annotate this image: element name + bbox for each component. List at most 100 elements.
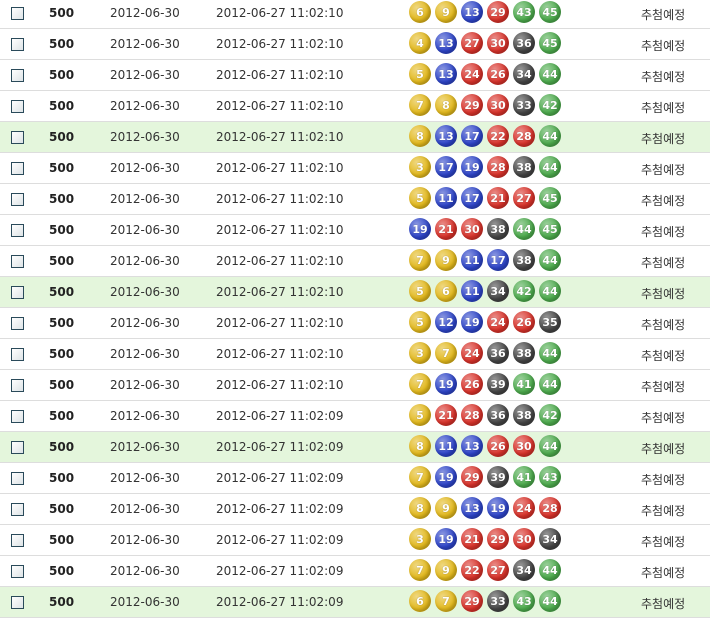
lotto-ball: 27 [461,32,483,54]
lotto-ball: 8 [409,435,431,457]
row-checkbox[interactable] [11,69,24,82]
lotto-numbers: 8 9 13 19 24 28 [409,497,561,519]
lotto-ball: 44 [539,249,561,271]
lotto-ball: 21 [487,187,509,209]
status-text: 추첨예정 [641,8,686,22]
lotto-numbers: 5 21 28 36 38 42 [409,404,561,426]
lotto-ball: 17 [461,125,483,147]
round-number: 500 [49,502,75,516]
lotto-ball: 11 [461,249,483,271]
registered-time: 2012-06-27 11:02:09 [216,471,344,485]
table-row: 500 2012-06-30 2012-06-27 11:02:09 8 11 13… [0,432,710,463]
lotto-ball: 6 [409,590,431,612]
lotto-ball: 44 [539,156,561,178]
draw-date: 2012-06-30 [110,409,180,423]
status-text: 추첨예정 [641,411,686,425]
lotto-ball: 8 [435,94,457,116]
draw-date: 2012-06-30 [110,347,180,361]
round-number: 500 [49,347,75,361]
round-number: 500 [49,316,75,330]
lotto-ball: 8 [409,125,431,147]
draw-date: 2012-06-30 [110,37,180,51]
row-checkbox[interactable] [11,100,24,113]
row-checkbox[interactable] [11,441,24,454]
row-checkbox[interactable] [11,224,24,237]
lotto-ball: 44 [539,342,561,364]
lotto-ball: 21 [435,404,457,426]
row-checkbox[interactable] [11,7,24,20]
row-checkbox[interactable] [11,255,24,268]
table-row: 500 2012-06-30 2012-06-27 11:02:10 5 6 11 3… [0,277,710,308]
row-checkbox[interactable] [11,410,24,423]
lotto-ball: 35 [539,311,561,333]
round-number: 500 [49,37,75,51]
round-number: 500 [49,6,75,20]
row-checkbox[interactable] [11,472,24,485]
lotto-ball: 39 [487,466,509,488]
lotto-ball: 13 [435,63,457,85]
lotto-numbers: 5 11 17 21 27 45 [409,187,561,209]
row-checkbox[interactable] [11,348,24,361]
table-row: 500 2012-06-30 2012-06-27 11:02:10 3 7 24 3… [0,339,710,370]
table-row: 500 2012-06-30 2012-06-27 11:02:10 4 13 27… [0,29,710,60]
lotto-ball: 9 [435,1,457,23]
row-checkbox[interactable] [11,503,24,516]
table-row: 500 2012-06-30 2012-06-27 11:02:10 8 13 17… [0,122,710,153]
table-row: 500 2012-06-30 2012-06-27 11:02:10 7 19 26… [0,370,710,401]
lotto-ball: 19 [487,497,509,519]
row-checkbox[interactable] [11,162,24,175]
row-checkbox[interactable] [11,286,24,299]
status-text: 추첨예정 [641,349,686,363]
lotto-ball: 42 [513,280,535,302]
lotto-ball: 17 [461,187,483,209]
status-text: 추첨예정 [641,256,686,270]
round-number: 500 [49,192,75,206]
row-checkbox[interactable] [11,379,24,392]
row-checkbox[interactable] [11,38,24,51]
draw-date: 2012-06-30 [110,68,180,82]
lotto-ball: 19 [435,373,457,395]
lotto-ball: 41 [513,466,535,488]
registered-time: 2012-06-27 11:02:10 [216,316,344,330]
lotto-ball: 38 [513,342,535,364]
lotto-ball: 8 [409,497,431,519]
table-row: 500 2012-06-30 2012-06-27 11:02:09 7 19 29… [0,463,710,494]
row-checkbox[interactable] [11,565,24,578]
lotto-ball: 7 [409,94,431,116]
lotto-ball: 22 [487,125,509,147]
lotto-ball: 29 [461,466,483,488]
lotto-ball: 26 [487,63,509,85]
row-checkbox[interactable] [11,596,24,609]
lotto-ball: 30 [461,218,483,240]
lotto-ball: 26 [461,373,483,395]
draw-date: 2012-06-30 [110,502,180,516]
lotto-ball: 44 [539,590,561,612]
lotto-ball: 29 [461,590,483,612]
lotto-ball: 4 [409,32,431,54]
row-checkbox[interactable] [11,131,24,144]
lotto-ball: 44 [539,435,561,457]
lotto-ball: 34 [513,63,535,85]
lotto-ball: 3 [409,156,431,178]
lotto-numbers: 6 9 13 29 43 45 [409,1,561,23]
lotto-ball: 22 [461,559,483,581]
lotto-ball: 43 [539,466,561,488]
lotto-ball: 45 [539,187,561,209]
lotto-ball: 19 [435,528,457,550]
row-checkbox[interactable] [11,193,24,206]
status-text: 추첨예정 [641,535,686,549]
lotto-ball: 5 [409,404,431,426]
status-text: 추첨예정 [641,442,686,456]
draw-date: 2012-06-30 [110,595,180,609]
lotto-numbers: 3 17 19 28 38 44 [409,156,561,178]
row-checkbox[interactable] [11,317,24,330]
lotto-numbers: 5 6 11 34 42 44 [409,280,561,302]
lotto-ball: 43 [513,590,535,612]
row-checkbox[interactable] [11,534,24,547]
registered-time: 2012-06-27 11:02:10 [216,223,344,237]
lotto-ball: 19 [461,156,483,178]
registered-time: 2012-06-27 11:02:09 [216,502,344,516]
registered-time: 2012-06-27 11:02:09 [216,409,344,423]
draw-date: 2012-06-30 [110,161,180,175]
